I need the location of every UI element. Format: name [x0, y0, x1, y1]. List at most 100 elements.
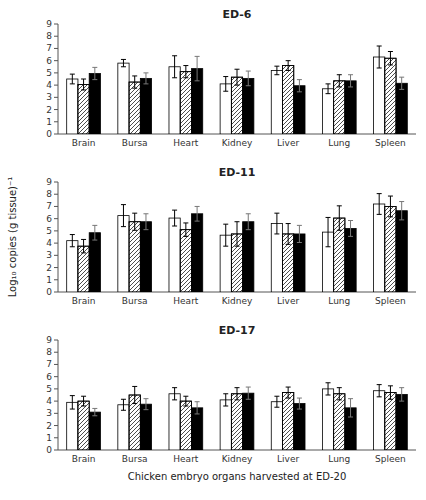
bar: [67, 241, 78, 292]
error-bar: [195, 56, 200, 80]
y-tick-label: 7: [46, 359, 52, 369]
error-bar: [274, 213, 279, 234]
bar: [118, 63, 129, 134]
bar-hatch: [283, 66, 294, 134]
y-tick-label: 4: [46, 80, 52, 90]
y-tick: [54, 48, 58, 49]
error-bar: [121, 59, 126, 66]
y-tick: [54, 425, 58, 426]
bar: [67, 79, 78, 134]
error-bar: [246, 71, 251, 86]
panel: ED-110123456789BrainBursaHeartKidneyLive…: [7, 166, 416, 306]
x-tick-label: Lung: [328, 296, 350, 306]
bar: [78, 85, 89, 135]
error-bar: [70, 235, 75, 247]
y-tick: [54, 72, 58, 73]
y-tick-label: 1: [46, 433, 52, 443]
error-bar: [143, 214, 148, 230]
bar: [334, 81, 345, 134]
y-tick: [54, 36, 58, 37]
y-tick-label: 9: [46, 177, 52, 187]
bar: [89, 233, 100, 292]
bar: [283, 66, 294, 134]
bar: [396, 394, 407, 450]
bar: [180, 72, 191, 134]
bar-hatch: [334, 81, 345, 134]
bar-hatch: [385, 206, 396, 292]
y-tick-label: 2: [46, 105, 52, 115]
bar: [385, 58, 396, 134]
bar: [396, 211, 407, 292]
bar-hatch: [78, 401, 89, 450]
y-tick: [54, 85, 58, 86]
error-bar: [274, 66, 279, 75]
y-tick-label: 8: [46, 347, 52, 357]
error-bar: [223, 224, 228, 246]
y-tick-label: 0: [46, 287, 52, 297]
error-bar: [81, 239, 86, 252]
bar-hatch: [334, 394, 345, 450]
y-tick: [54, 60, 58, 61]
error-bar: [132, 76, 137, 88]
error-bar: [348, 221, 353, 237]
y-tick: [54, 376, 58, 377]
y-tick-label: 4: [46, 238, 52, 248]
error-bar: [388, 386, 393, 399]
bar: [385, 206, 396, 292]
y-tick: [54, 194, 58, 195]
bar-hatch: [180, 72, 191, 134]
bar: [243, 78, 254, 134]
error-bar: [183, 396, 188, 406]
x-tick-label: Heart: [173, 296, 199, 306]
y-tick-label: 8: [46, 189, 52, 199]
bar-hatch: [385, 58, 396, 134]
error-bar: [143, 73, 148, 84]
error-bar: [377, 385, 382, 397]
bar: [140, 404, 151, 450]
bar: [220, 400, 231, 450]
error-bar: [195, 206, 200, 221]
error-bar: [297, 225, 302, 242]
y-tick-label: 5: [46, 384, 52, 394]
y-tick: [54, 121, 58, 122]
error-bar: [377, 194, 382, 215]
y-tick: [54, 134, 58, 135]
plot-area: [67, 46, 408, 134]
title: ED-11: [219, 166, 256, 179]
y-tick: [54, 292, 58, 293]
x-tick-label: Spleen: [375, 296, 406, 306]
bar: [374, 204, 385, 292]
x-tick-label: Liver: [277, 138, 299, 148]
error-bar: [81, 396, 86, 406]
y-tick: [54, 182, 58, 183]
error-bar: [286, 61, 291, 71]
y-tick-label: 4: [46, 396, 52, 406]
error-bar: [286, 224, 291, 245]
bar: [271, 402, 282, 450]
bar-hatch: [129, 222, 140, 292]
bar: [294, 86, 305, 134]
x-tick-label: Brain: [72, 296, 96, 306]
bar-hatch: [231, 394, 242, 450]
error-bar: [121, 205, 126, 227]
error-bar: [235, 388, 240, 400]
y-tick: [54, 218, 58, 219]
bar: [140, 78, 151, 134]
bar: [169, 394, 180, 450]
error-bar: [70, 396, 75, 409]
bar-hatch: [385, 393, 396, 450]
x-tick-label: Spleen: [375, 138, 406, 148]
y-axis: [58, 24, 59, 134]
error-bar: [297, 80, 302, 92]
y-tick: [54, 255, 58, 256]
bar: [294, 404, 305, 450]
error-bar: [326, 383, 331, 395]
x-tick-label: Brain: [72, 138, 96, 148]
error-bar: [274, 396, 279, 407]
error-bar: [183, 223, 188, 236]
error-bar: [297, 398, 302, 409]
bar-hatch: [78, 85, 89, 135]
y-tick: [54, 413, 58, 414]
error-bar: [121, 399, 126, 410]
y-tick-label: 6: [46, 56, 52, 66]
